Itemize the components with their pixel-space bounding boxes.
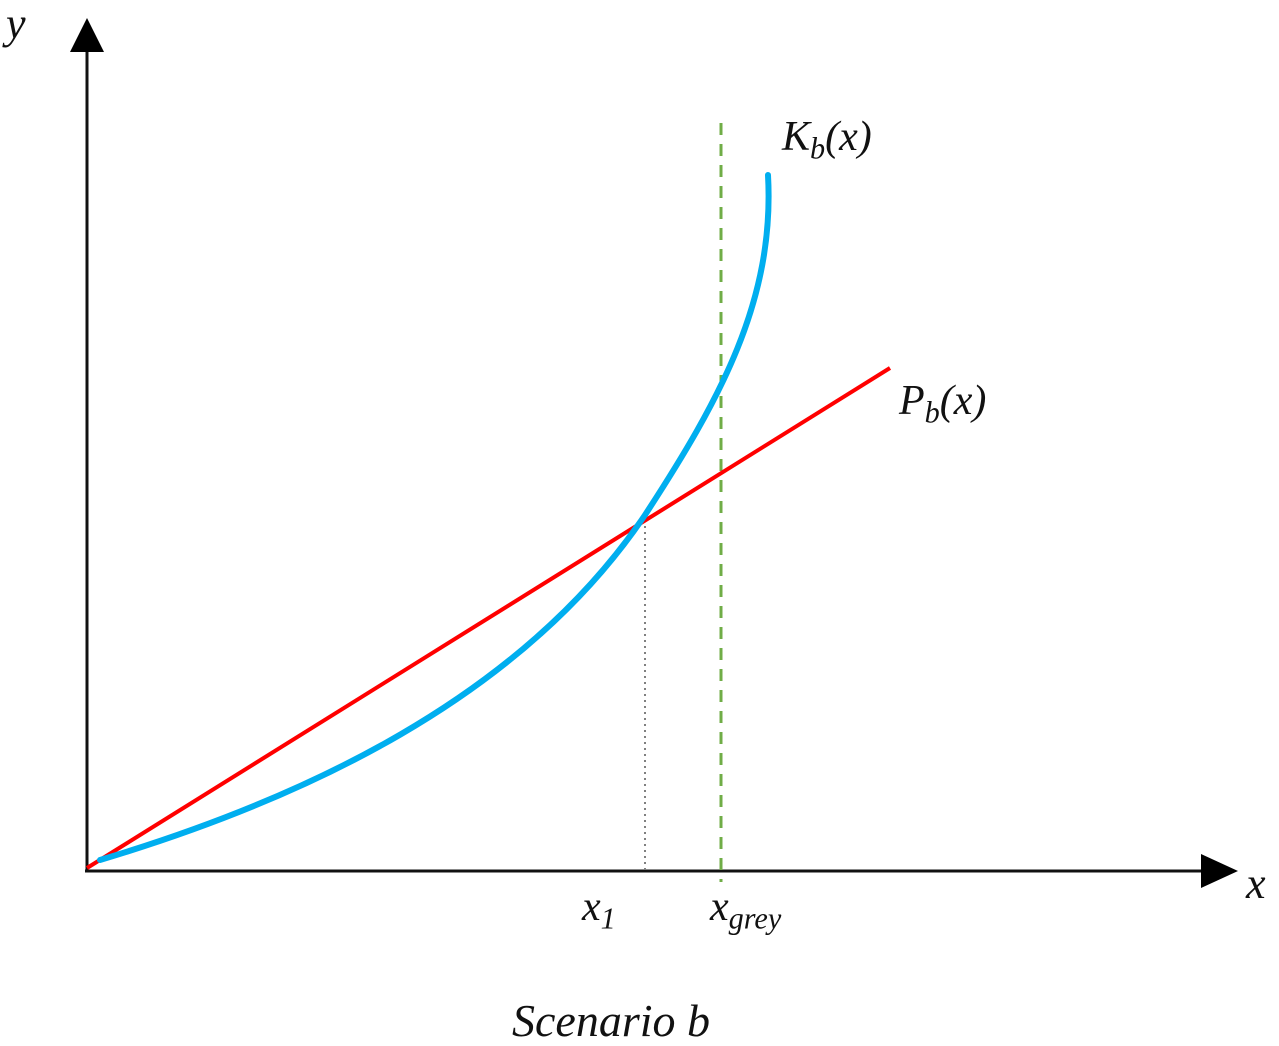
y-axis xyxy=(70,18,104,872)
k-curve-label: Kb(x) xyxy=(782,114,872,166)
k-curve xyxy=(97,172,772,863)
x1-tick-label: x1 xyxy=(582,884,616,936)
x-axis-arrow-icon xyxy=(1201,854,1238,888)
p-line xyxy=(85,366,892,870)
p-line-label: Pb(x) xyxy=(899,378,987,430)
y-axis-label: y xyxy=(6,0,26,48)
x-axis-label: x xyxy=(1246,859,1266,908)
xgrey-tick-label: xgrey xyxy=(710,884,782,936)
x-axis xyxy=(85,854,1238,888)
y-axis-arrow-icon xyxy=(70,18,104,52)
figure-caption: Scenario b xyxy=(512,995,711,1046)
